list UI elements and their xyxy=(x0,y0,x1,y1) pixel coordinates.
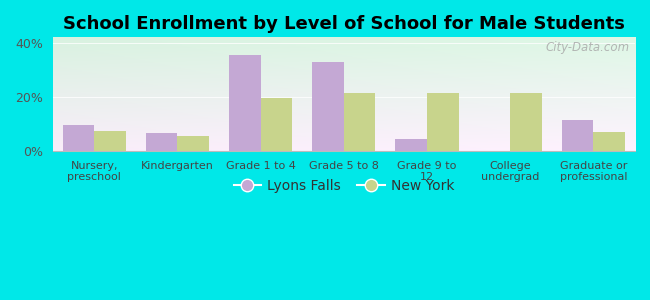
Bar xyxy=(261,98,292,151)
Bar xyxy=(62,125,94,151)
Bar xyxy=(344,93,376,151)
Bar xyxy=(312,62,344,151)
Bar xyxy=(427,93,459,151)
Bar xyxy=(146,134,177,151)
Legend: Lyons Falls, New York: Lyons Falls, New York xyxy=(228,174,460,199)
Bar xyxy=(510,93,542,151)
Bar xyxy=(593,132,625,151)
Bar xyxy=(177,136,209,151)
Bar xyxy=(395,139,427,151)
Bar xyxy=(94,131,126,151)
Text: City-Data.com: City-Data.com xyxy=(545,41,629,54)
Bar xyxy=(229,55,261,151)
Title: School Enrollment by Level of School for Male Students: School Enrollment by Level of School for… xyxy=(63,15,625,33)
Bar xyxy=(562,120,593,151)
